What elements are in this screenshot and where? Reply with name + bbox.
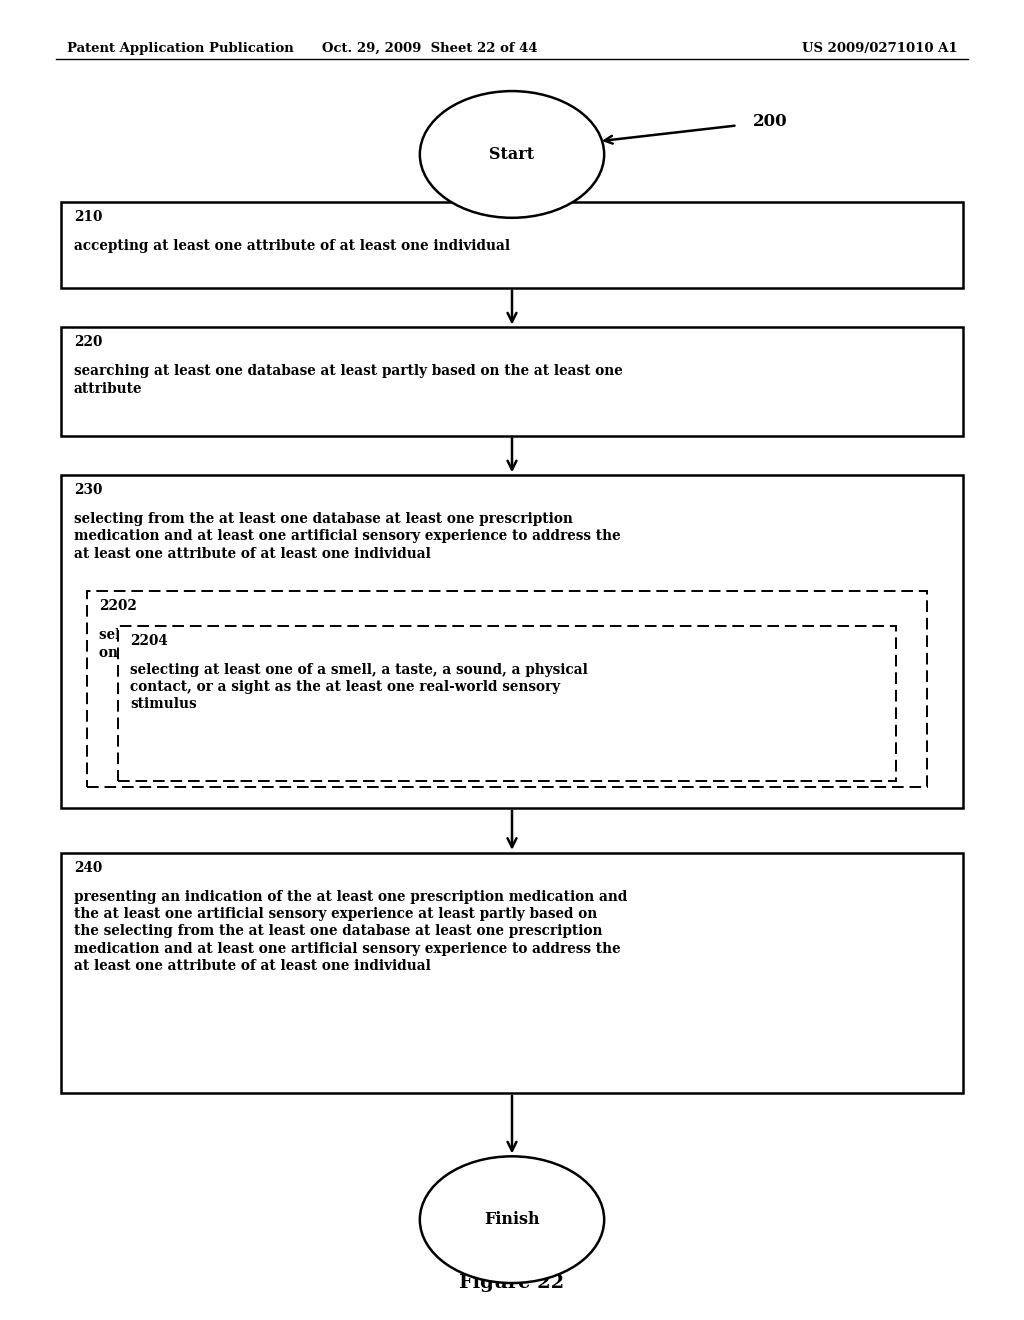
Text: Figure 22: Figure 22 <box>460 1274 564 1292</box>
Ellipse shape <box>420 1156 604 1283</box>
Text: Finish: Finish <box>484 1212 540 1228</box>
Text: 240: 240 <box>74 861 102 875</box>
Bar <box>118 626 896 781</box>
Text: searching at least one database at least partly based on the at least one
attrib: searching at least one database at least… <box>74 364 623 396</box>
Text: presenting an indication of the at least one prescription medication and
the at : presenting an indication of the at least… <box>74 890 627 973</box>
Text: 230: 230 <box>74 483 102 498</box>
Bar <box>61 202 963 288</box>
Bar <box>61 853 963 1093</box>
Text: selecting at least one real-world sensory stimulus as the at least
one artificia: selecting at least one real-world sensor… <box>99 628 592 660</box>
Bar <box>61 327 963 436</box>
Bar <box>61 475 963 808</box>
Text: 210: 210 <box>74 210 102 224</box>
Text: 220: 220 <box>74 335 102 350</box>
Text: 200: 200 <box>753 114 787 129</box>
Text: Start: Start <box>489 147 535 162</box>
Bar <box>87 591 927 787</box>
Text: Patent Application Publication: Patent Application Publication <box>67 42 293 55</box>
Text: selecting from the at least one database at least one prescription
medication an: selecting from the at least one database… <box>74 512 621 561</box>
Ellipse shape <box>420 91 604 218</box>
Text: Oct. 29, 2009  Sheet 22 of 44: Oct. 29, 2009 Sheet 22 of 44 <box>323 42 538 55</box>
Text: accepting at least one attribute of at least one individual: accepting at least one attribute of at l… <box>74 239 510 253</box>
Text: 2204: 2204 <box>130 634 168 648</box>
Text: 2202: 2202 <box>99 599 137 614</box>
Text: US 2009/0271010 A1: US 2009/0271010 A1 <box>802 42 957 55</box>
Text: selecting at least one of a smell, a taste, a sound, a physical
contact, or a si: selecting at least one of a smell, a tas… <box>130 663 588 711</box>
